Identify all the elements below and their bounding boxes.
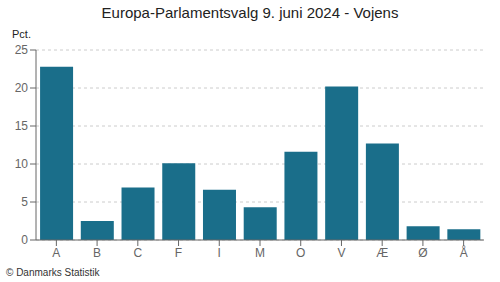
html-text:Europa-Parlamentsvalg 9. juni: Europa-Parlamentsvalg 9. juni 2024 - Voj… <box>101 4 399 21</box>
svg-text:25: 25 <box>15 43 29 57</box>
svg-text:20: 20 <box>15 81 29 95</box>
svg-text:10: 10 <box>15 157 29 171</box>
svg-text:M: M <box>255 246 265 260</box>
svg-text:I: I <box>218 246 221 260</box>
svg-text:A: A <box>52 246 60 260</box>
html-text:Pct.: Pct. <box>12 28 31 40</box>
svg-text:B: B <box>93 246 101 260</box>
svg-text:0: 0 <box>21 233 28 247</box>
html-text:© Danmarks Statistik: © Danmarks Statistik <box>6 267 100 278</box>
svg-text:Ø: Ø <box>418 246 427 260</box>
svg-text:C: C <box>133 246 142 260</box>
svg-text:F: F <box>175 246 182 260</box>
svg-text:5: 5 <box>21 195 28 209</box>
svg-text:V: V <box>337 246 345 260</box>
svg-text:Æ: Æ <box>376 246 388 260</box>
svg-text:Å: Å <box>460 245 468 260</box>
svg-text:O: O <box>296 246 305 260</box>
svg-text:15: 15 <box>15 119 29 133</box>
